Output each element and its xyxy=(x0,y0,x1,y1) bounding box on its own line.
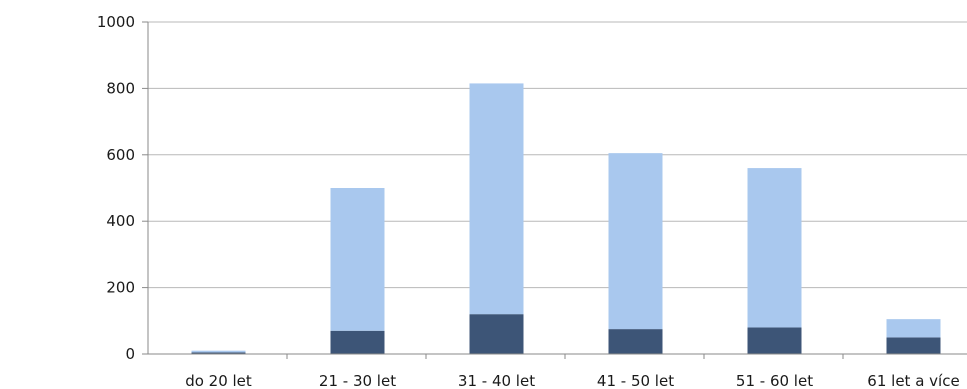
bar-segment-dark-1 xyxy=(330,330,385,354)
y-tick-label: 0 xyxy=(125,345,135,363)
y-tick-label: 600 xyxy=(106,146,135,164)
bar-segment-dark-5 xyxy=(886,337,941,354)
bar-segment-dark-4 xyxy=(747,327,802,354)
bar-segment-dark-0 xyxy=(191,352,246,354)
y-tick-label: 200 xyxy=(106,279,135,297)
bar-segment-light-3 xyxy=(608,153,663,330)
bar-segment-light-2 xyxy=(469,83,524,315)
x-category-label: 61 let a více xyxy=(867,372,959,389)
x-category-label: 21 - 30 let xyxy=(319,372,396,389)
x-category-label: do 20 let xyxy=(185,372,252,389)
bar-segment-dark-3 xyxy=(608,329,663,354)
x-tick-labels: do 20 let 21 - 30 let 31 - 40 let 41 - 50 l… xyxy=(185,354,960,389)
axes xyxy=(147,22,967,355)
y-tick-labels: 0 200 400 600 800 1000 xyxy=(97,13,148,363)
x-category-label: 41 - 50 let xyxy=(597,372,674,389)
x-category-label: 31 - 40 let xyxy=(458,372,535,389)
y-tick-label: 1000 xyxy=(97,13,135,31)
bar-segment-light-1 xyxy=(330,188,385,331)
gridlines xyxy=(148,21,967,289)
x-category-label: 51 - 60 let xyxy=(736,372,813,389)
bar-segment-light-5 xyxy=(886,319,941,338)
y-tick-label: 800 xyxy=(106,79,135,97)
bars xyxy=(191,83,941,354)
bar-segment-dark-2 xyxy=(469,314,524,354)
bar-segment-light-0 xyxy=(191,350,246,353)
bar-segment-light-4 xyxy=(747,168,802,328)
y-tick-label: 400 xyxy=(106,212,135,230)
